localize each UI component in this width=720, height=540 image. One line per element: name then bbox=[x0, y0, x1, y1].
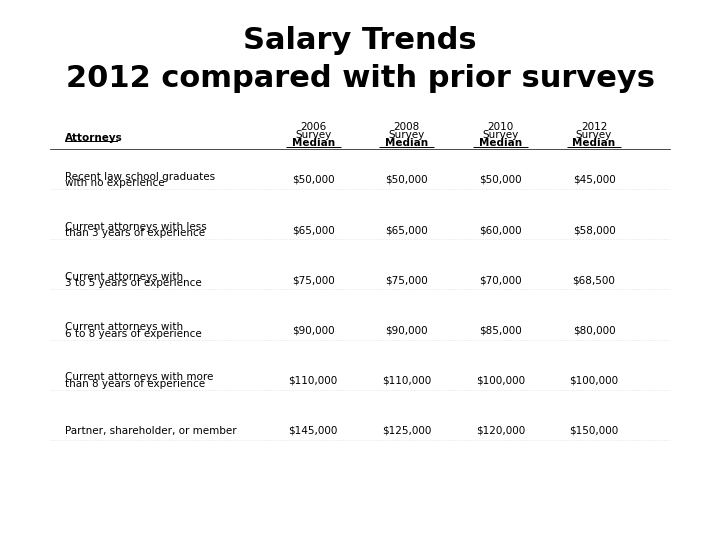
Text: $75,000: $75,000 bbox=[292, 275, 335, 285]
Text: Current attorneys with: Current attorneys with bbox=[65, 322, 183, 332]
Text: 6 to 8 years of experience: 6 to 8 years of experience bbox=[65, 329, 202, 339]
Text: Survey: Survey bbox=[295, 130, 331, 140]
Text: Partner, shareholder, or member: Partner, shareholder, or member bbox=[65, 426, 236, 436]
Text: $110,000: $110,000 bbox=[382, 376, 431, 386]
Text: $150,000: $150,000 bbox=[570, 426, 618, 436]
Text: 2008: 2008 bbox=[394, 122, 420, 132]
Text: $90,000: $90,000 bbox=[292, 326, 335, 335]
Text: $120,000: $120,000 bbox=[476, 426, 525, 436]
Text: $75,000: $75,000 bbox=[385, 275, 428, 285]
Text: 3 to 5 years of experience: 3 to 5 years of experience bbox=[65, 279, 202, 288]
Text: Current attorneys with more: Current attorneys with more bbox=[65, 373, 213, 382]
Text: Median: Median bbox=[385, 138, 428, 148]
Text: 2012: 2012 bbox=[581, 122, 607, 132]
Text: Survey: Survey bbox=[389, 130, 425, 140]
Text: 2010: 2010 bbox=[487, 122, 513, 132]
Text: $50,000: $50,000 bbox=[385, 175, 428, 185]
Text: $70,000: $70,000 bbox=[479, 275, 522, 285]
Text: Survey: Survey bbox=[482, 130, 518, 140]
Text: $68,500: $68,500 bbox=[572, 275, 616, 285]
Text: Median: Median bbox=[479, 138, 522, 148]
Text: $110,000: $110,000 bbox=[289, 376, 338, 386]
Text: $80,000: $80,000 bbox=[572, 326, 616, 335]
Text: Survey: Survey bbox=[576, 130, 612, 140]
Text: Attorneys: Attorneys bbox=[65, 133, 122, 143]
Text: $65,000: $65,000 bbox=[385, 225, 428, 235]
Text: than 3 years of experience: than 3 years of experience bbox=[65, 228, 205, 238]
Text: $145,000: $145,000 bbox=[289, 426, 338, 436]
Text: $45,000: $45,000 bbox=[572, 175, 616, 185]
Text: $50,000: $50,000 bbox=[292, 175, 335, 185]
Text: $50,000: $50,000 bbox=[479, 175, 522, 185]
Text: $100,000: $100,000 bbox=[476, 376, 525, 386]
Text: $60,000: $60,000 bbox=[479, 225, 522, 235]
Text: Median: Median bbox=[572, 138, 616, 148]
Text: 2012 compared with prior surveys: 2012 compared with prior surveys bbox=[66, 64, 654, 93]
Text: Salary Trends: Salary Trends bbox=[243, 26, 477, 55]
Text: $65,000: $65,000 bbox=[292, 225, 335, 235]
Text: Recent law school graduates: Recent law school graduates bbox=[65, 172, 215, 181]
Text: 2006: 2006 bbox=[300, 122, 326, 132]
Text: Current attorneys with less: Current attorneys with less bbox=[65, 222, 207, 232]
Text: than 8 years of experience: than 8 years of experience bbox=[65, 379, 205, 389]
Text: $58,000: $58,000 bbox=[572, 225, 616, 235]
Text: Current attorneys with: Current attorneys with bbox=[65, 272, 183, 282]
Text: Median: Median bbox=[292, 138, 335, 148]
Text: $90,000: $90,000 bbox=[385, 326, 428, 335]
Text: $100,000: $100,000 bbox=[570, 376, 618, 386]
Text: with no experience: with no experience bbox=[65, 178, 164, 188]
Text: $85,000: $85,000 bbox=[479, 326, 522, 335]
Text: $125,000: $125,000 bbox=[382, 426, 431, 436]
